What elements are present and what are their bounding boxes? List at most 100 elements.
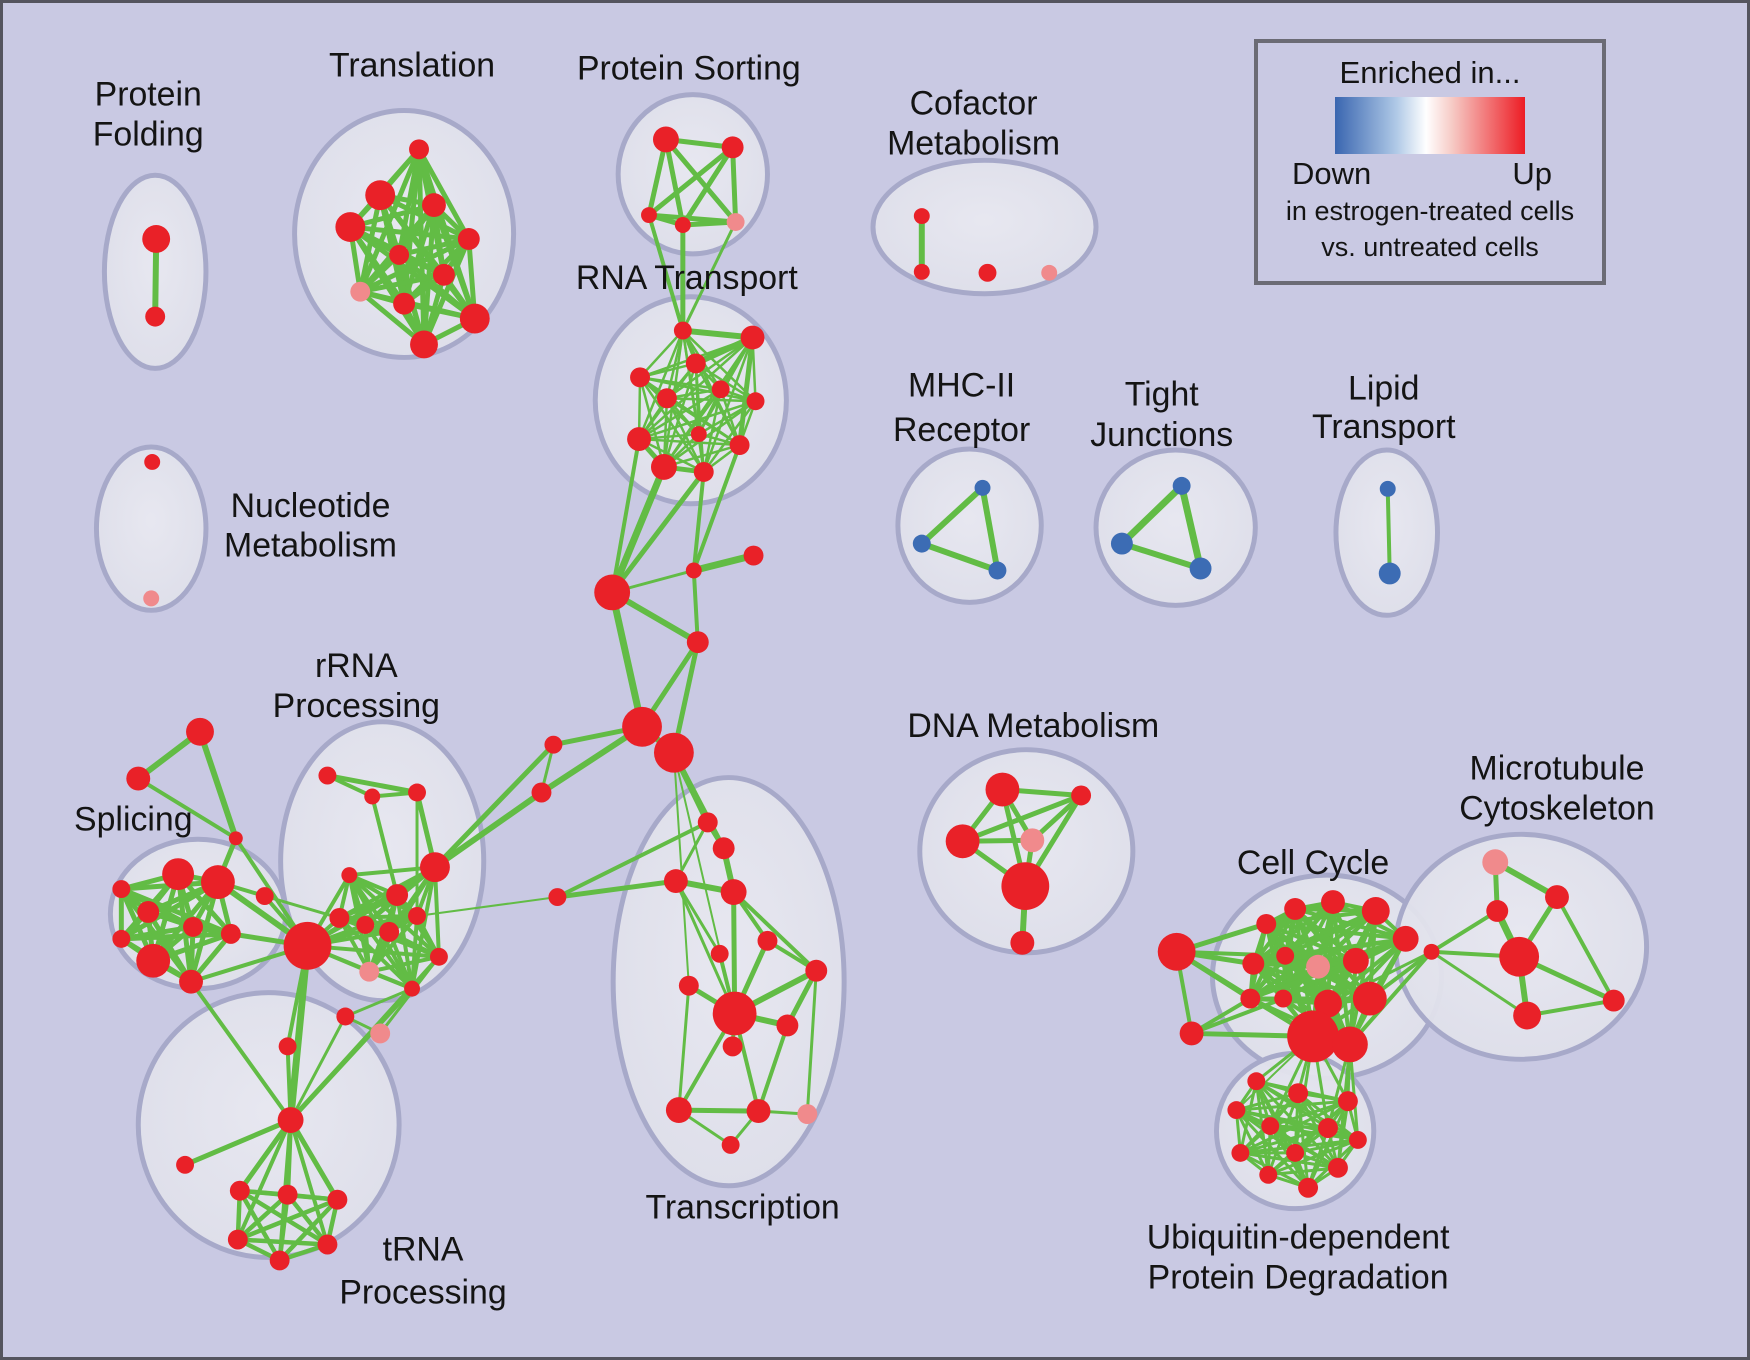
node-c1 [685, 562, 702, 579]
node-mt2 [1545, 885, 1569, 909]
edge [674, 879, 737, 1016]
edge [1296, 1091, 1360, 1142]
edge [1385, 486, 1392, 576]
edge [1234, 1091, 1300, 1112]
node-tx13 [746, 1099, 771, 1124]
node-cc10 [1306, 954, 1330, 979]
edge [343, 987, 414, 1019]
node-cc9 [1276, 946, 1295, 965]
node-sp2 [126, 766, 151, 791]
node-dm3 [1071, 785, 1092, 806]
node-t7 [432, 263, 455, 286]
node-sp11 [112, 880, 131, 899]
edge [289, 1015, 347, 1122]
edge [285, 1192, 330, 1247]
node-mt5 [1513, 1001, 1542, 1030]
edge [1234, 1108, 1360, 1142]
node-ub2 [1288, 1083, 1309, 1104]
node-mt7 [1423, 943, 1440, 960]
edge [680, 144, 736, 228]
edge [1326, 950, 1434, 1006]
node-cc7 [1392, 925, 1419, 952]
cluster-ellipse-cofactor-metabolism [870, 157, 1099, 297]
node-cf3 [978, 263, 997, 282]
node-cc2 [1179, 1021, 1204, 1046]
edge [665, 397, 741, 447]
edge [1248, 958, 1358, 1001]
edge [1283, 908, 1378, 958]
node-t8 [350, 281, 371, 302]
node-tx11 [722, 1036, 743, 1057]
node-t4 [335, 212, 366, 242]
edge [367, 865, 437, 974]
edge [288, 1117, 340, 1203]
cluster-ellipse-tight-junctions [1093, 447, 1258, 608]
node-cc3 [1256, 913, 1277, 934]
cluster-label-microtubule-cytoskeleton: Microtubule [1470, 750, 1645, 788]
node-rr9 [408, 906, 426, 925]
edge [1178, 482, 1205, 572]
edge [805, 969, 818, 1116]
node-tj3 [1189, 557, 1212, 580]
edge [637, 329, 685, 441]
edge [691, 469, 706, 573]
node-cc11 [1342, 947, 1369, 974]
edge [357, 272, 447, 295]
cluster-label-protein-sorting: Protein Sorting [577, 50, 801, 88]
node-rt8 [690, 426, 707, 443]
node-rr8 [379, 921, 400, 942]
edge [702, 388, 722, 474]
edge [1554, 895, 1616, 1003]
edge [287, 942, 311, 1124]
node-rr13 [283, 921, 332, 970]
edge [691, 568, 700, 645]
edge [638, 376, 706, 474]
cluster-label-ubiquitin-dependent-protein-degradation: Ubiquitin-dependent [1147, 1219, 1450, 1257]
edge [702, 336, 754, 474]
edge [1429, 908, 1500, 954]
edge [637, 437, 706, 474]
node-sp10 [220, 923, 241, 944]
node-cc1 [1157, 932, 1196, 971]
edge [663, 136, 739, 225]
cluster-ellipse-nucleotide-metabolism [93, 444, 209, 613]
edge [1283, 936, 1408, 958]
node-tx8 [712, 991, 757, 1036]
cluster-label-mhc-ii-receptor: Receptor [893, 411, 1030, 449]
node-cc17 [1331, 1026, 1368, 1063]
nodes [112, 126, 1625, 1271]
node-tn6 [227, 1229, 248, 1250]
legend-up-label: Up [1512, 156, 1552, 191]
edge [235, 1197, 340, 1242]
node-tn3 [229, 1180, 250, 1201]
edge [677, 984, 691, 1112]
node-rr5 [386, 884, 409, 906]
node-ps2 [721, 136, 744, 159]
node-dm1 [985, 772, 1020, 807]
node-tn2 [176, 1155, 195, 1174]
node-ub1 [1247, 1072, 1266, 1091]
edge [637, 399, 757, 441]
node-cc4 [1284, 898, 1307, 920]
edge [608, 463, 668, 596]
node-rr16 [370, 1023, 391, 1044]
node-lp1 [1379, 480, 1396, 497]
edge [1266, 1166, 1340, 1177]
node-tx6 [710, 944, 729, 963]
cluster-label-rrna-processing: Processing [273, 687, 440, 725]
edge [367, 954, 441, 974]
cluster-ellipse-mhc-ii-receptor [895, 446, 1044, 605]
node-c4 [544, 735, 563, 754]
cluster-label-splicing: Splicing [74, 800, 192, 838]
node-rr7 [356, 915, 375, 934]
edge [756, 1023, 790, 1114]
cluster-label-protein-folding: Folding [93, 115, 204, 153]
node-rt9 [627, 427, 651, 452]
edge [662, 388, 722, 469]
cluster-label-transcription: Transcription [645, 1189, 839, 1227]
node-h2 [622, 706, 662, 747]
edge [396, 236, 472, 258]
cluster-label-cell-cycle: Cell Cycle [1237, 844, 1389, 882]
edge [979, 484, 1001, 574]
